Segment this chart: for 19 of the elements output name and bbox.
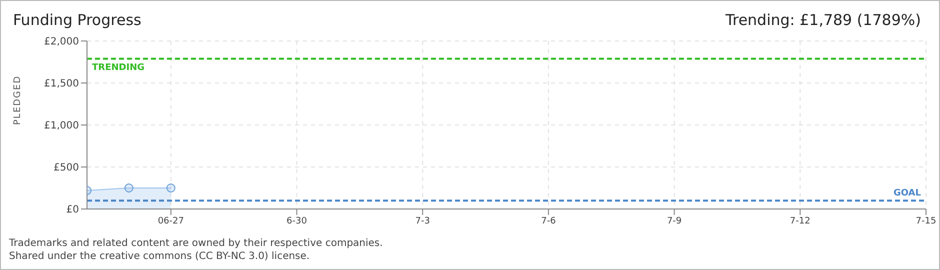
chart-title: Funding Progress — [13, 11, 142, 29]
ref-line-label: TRENDING — [92, 63, 144, 74]
text: Trademarks and related content are owned by their respective companies. — [9, 237, 383, 250]
x-tick-label: 6-30 — [286, 216, 308, 226]
y-axis-title: PLEDGED — [13, 75, 24, 125]
y-tick-label: £2,000 — [44, 36, 79, 48]
text: Shared under the creative commons (CC BY-NC 3.0) license. — [9, 250, 311, 263]
x-tick-label: 7-12 — [790, 216, 810, 226]
chart-subtitle: Trending: £1,789 (1789%) — [726, 11, 921, 29]
x-tick-label: 06-27 — [158, 216, 184, 226]
x-tick-label: 7-3 — [415, 216, 430, 226]
ref-line-label: GOAL — [894, 188, 922, 199]
y-tick-label: £1,000 — [44, 120, 79, 132]
y-tick-label: £0 — [66, 204, 79, 216]
y-tick-label: £1,500 — [44, 78, 79, 90]
y-tick-label: £500 — [54, 162, 79, 174]
x-tick-label: 7-9 — [666, 216, 682, 226]
x-tick-label: 7-15 — [916, 216, 936, 226]
x-tick-label: 7-6 — [541, 216, 556, 226]
